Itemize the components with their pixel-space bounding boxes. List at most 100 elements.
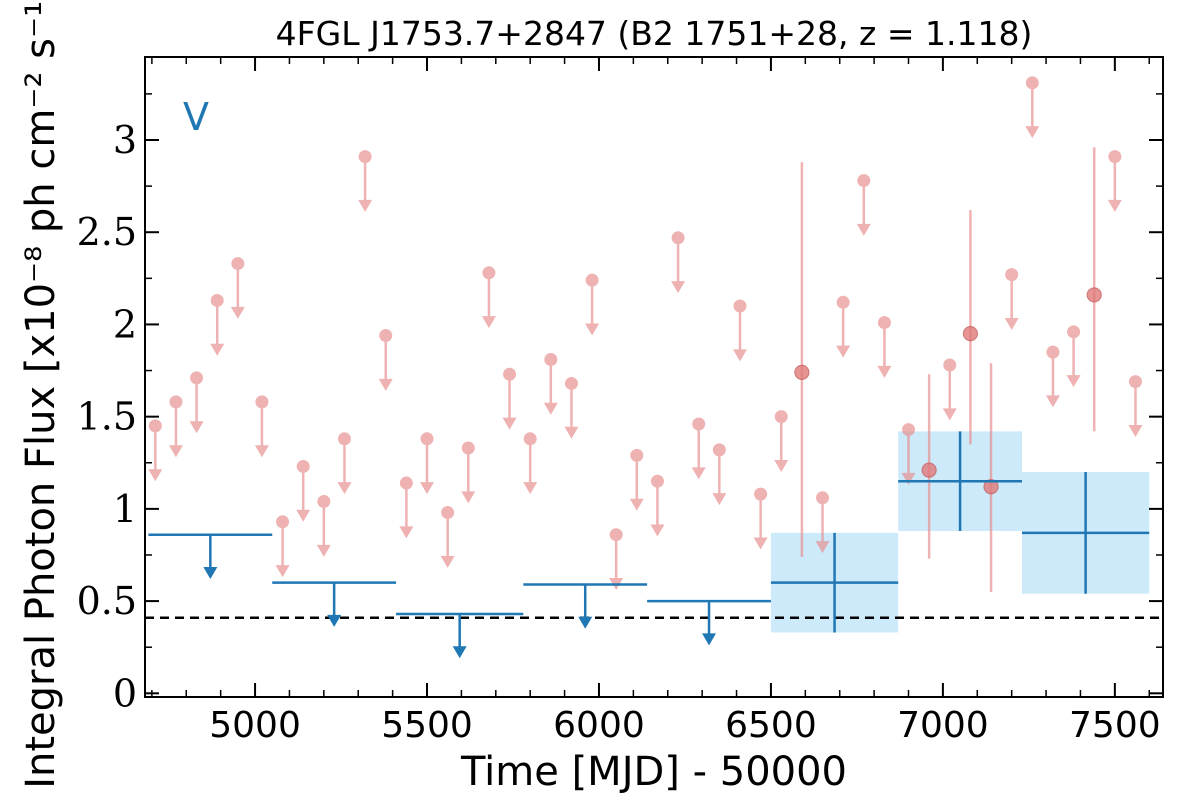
upper-limit-point (816, 491, 830, 505)
short-bin-upper-limit (481, 266, 496, 329)
x-tick-label: 6500 (725, 705, 817, 746)
upper-limit-point (1128, 375, 1142, 389)
short-bin-upper-limit (168, 395, 183, 458)
upper-limit-arrowhead (358, 199, 373, 212)
upper-limit-arrowhead (691, 467, 706, 480)
long-bin-limit-arrowhead (578, 616, 593, 629)
short-bin-detection (794, 162, 810, 557)
upper-limit-point (358, 150, 372, 164)
upper-limit-arrowhead (275, 565, 290, 578)
short-bin-upper-limit (399, 476, 414, 539)
y-tick-label: 1.5 (77, 395, 137, 439)
y-tick-label: 1 (113, 487, 137, 531)
upper-limit-point (461, 441, 475, 455)
upper-limit-arrowhead (420, 482, 435, 495)
plot-frame (144, 56, 1164, 698)
detection-point (921, 462, 937, 478)
upper-limit-arrowhead (210, 343, 225, 356)
upper-limit-arrowhead (502, 417, 517, 430)
short-bin-upper-limit (254, 395, 269, 458)
upper-limit-arrowhead (585, 323, 600, 336)
short-bin-upper-limit (230, 257, 245, 319)
short-bin-detection (983, 363, 999, 592)
detection-point (983, 479, 999, 495)
long-bin-detection (898, 431, 1022, 532)
x-tick-label: 7500 (1069, 705, 1161, 746)
detection-point (962, 326, 979, 342)
upper-limit-point (399, 476, 413, 490)
long-bin-upper-limit (396, 612, 524, 659)
upper-limit-arrowhead (461, 491, 476, 504)
upper-limit-arrowhead (836, 345, 851, 358)
upper-limit-point (1108, 150, 1122, 164)
x-tick-label: 5500 (381, 705, 473, 746)
upper-limit-point (190, 371, 204, 385)
short-bin-upper-limit (523, 432, 538, 495)
upper-limit-point (337, 432, 351, 446)
y-axis-label: Integral Photon Flux [x10⁻⁸ ph cm⁻² s⁻¹] (18, 0, 64, 789)
upper-limit-point (857, 174, 871, 188)
plot-content (145, 76, 1163, 659)
upper-limit-arrowhead (1045, 395, 1060, 408)
upper-limit-arrowhead (774, 459, 789, 472)
chart-title: 4FGL J1753.7+2847 (B2 1751+28, z = 1.118… (276, 14, 1033, 53)
long-bin-upper-limit (647, 599, 771, 646)
upper-limit-point (482, 266, 496, 280)
upper-limit-point (169, 395, 183, 409)
y-tick-label: 0.5 (77, 579, 137, 623)
upper-limit-point (544, 352, 558, 366)
upper-limit-arrowhead (254, 445, 269, 458)
short-bin-upper-limit (774, 410, 789, 472)
upper-limit-arrowhead (1066, 375, 1081, 388)
upper-limit-arrowhead (440, 555, 455, 568)
upper-limit-arrowhead (296, 509, 311, 522)
short-bin-upper-limit (1004, 268, 1019, 330)
long-bin-limit-arrowhead (203, 566, 218, 579)
short-bin-upper-limit (1128, 375, 1143, 437)
short-bin-upper-limit (712, 443, 727, 506)
upper-limit-point (712, 443, 726, 457)
upper-limit-arrowhead (753, 537, 768, 550)
upper-limit-arrowhead (399, 526, 414, 539)
short-bin-upper-limit (275, 515, 290, 578)
upper-limit-arrowhead (712, 493, 727, 506)
upper-limit-point (1025, 76, 1039, 90)
upper-limit-arrowhead (1107, 199, 1122, 212)
long-bin-upper-limit (148, 533, 273, 579)
upper-limit-arrowhead (378, 378, 393, 391)
short-bin-upper-limit (358, 150, 373, 212)
axis-ticks: 5000 5500 6000 6500 7000 7500 0 0.5 1 1.5 2 2.5 3 (77, 57, 1163, 746)
upper-limit-point (1046, 345, 1060, 359)
upper-limit-arrowhead (901, 472, 916, 485)
upper-limit-point (523, 432, 537, 446)
upper-limit-point (836, 295, 850, 309)
upper-limit-arrowhead (1004, 317, 1019, 330)
short-bin-upper-limit (650, 474, 665, 537)
upper-limit-point (148, 419, 162, 433)
short-bin-detection (962, 210, 979, 445)
upper-limit-arrowhead (564, 426, 579, 439)
short-bin-upper-limit (337, 432, 352, 495)
short-bin-upper-limit (440, 506, 455, 568)
upper-limit-point (210, 293, 224, 307)
y-tick-label: 3 (113, 118, 137, 162)
short-bin-upper-limit (461, 441, 476, 504)
short-bin-upper-limit (629, 448, 644, 511)
upper-limit-point (296, 459, 310, 473)
upper-limit-arrowhead (1025, 126, 1040, 139)
band-label: V (183, 95, 209, 139)
upper-limit-arrowhead (629, 498, 644, 511)
short-bin-upper-limit (1045, 345, 1060, 408)
short-bin-upper-limit (420, 432, 435, 495)
upper-limit-point (692, 417, 706, 431)
upper-limit-arrowhead (168, 445, 183, 458)
x-tick-label: 5000 (209, 705, 301, 746)
short-bin-upper-limit (671, 231, 686, 294)
upper-limit-point (877, 316, 891, 330)
short-bin-upper-limit (877, 316, 892, 378)
upper-limit-point (420, 432, 434, 446)
upper-limit-arrowhead (543, 402, 558, 415)
upper-limit-point (441, 506, 455, 520)
upper-limit-arrowhead (316, 544, 331, 557)
